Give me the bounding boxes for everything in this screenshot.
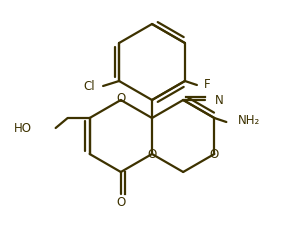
Text: O: O — [116, 197, 126, 209]
Text: O: O — [116, 92, 126, 106]
Text: O: O — [147, 148, 157, 162]
Text: Cl: Cl — [83, 79, 95, 92]
Text: HO: HO — [14, 121, 32, 135]
Text: NH₂: NH₂ — [238, 113, 261, 127]
Text: F: F — [203, 79, 210, 91]
Text: N: N — [215, 93, 224, 107]
Text: O: O — [210, 147, 219, 161]
